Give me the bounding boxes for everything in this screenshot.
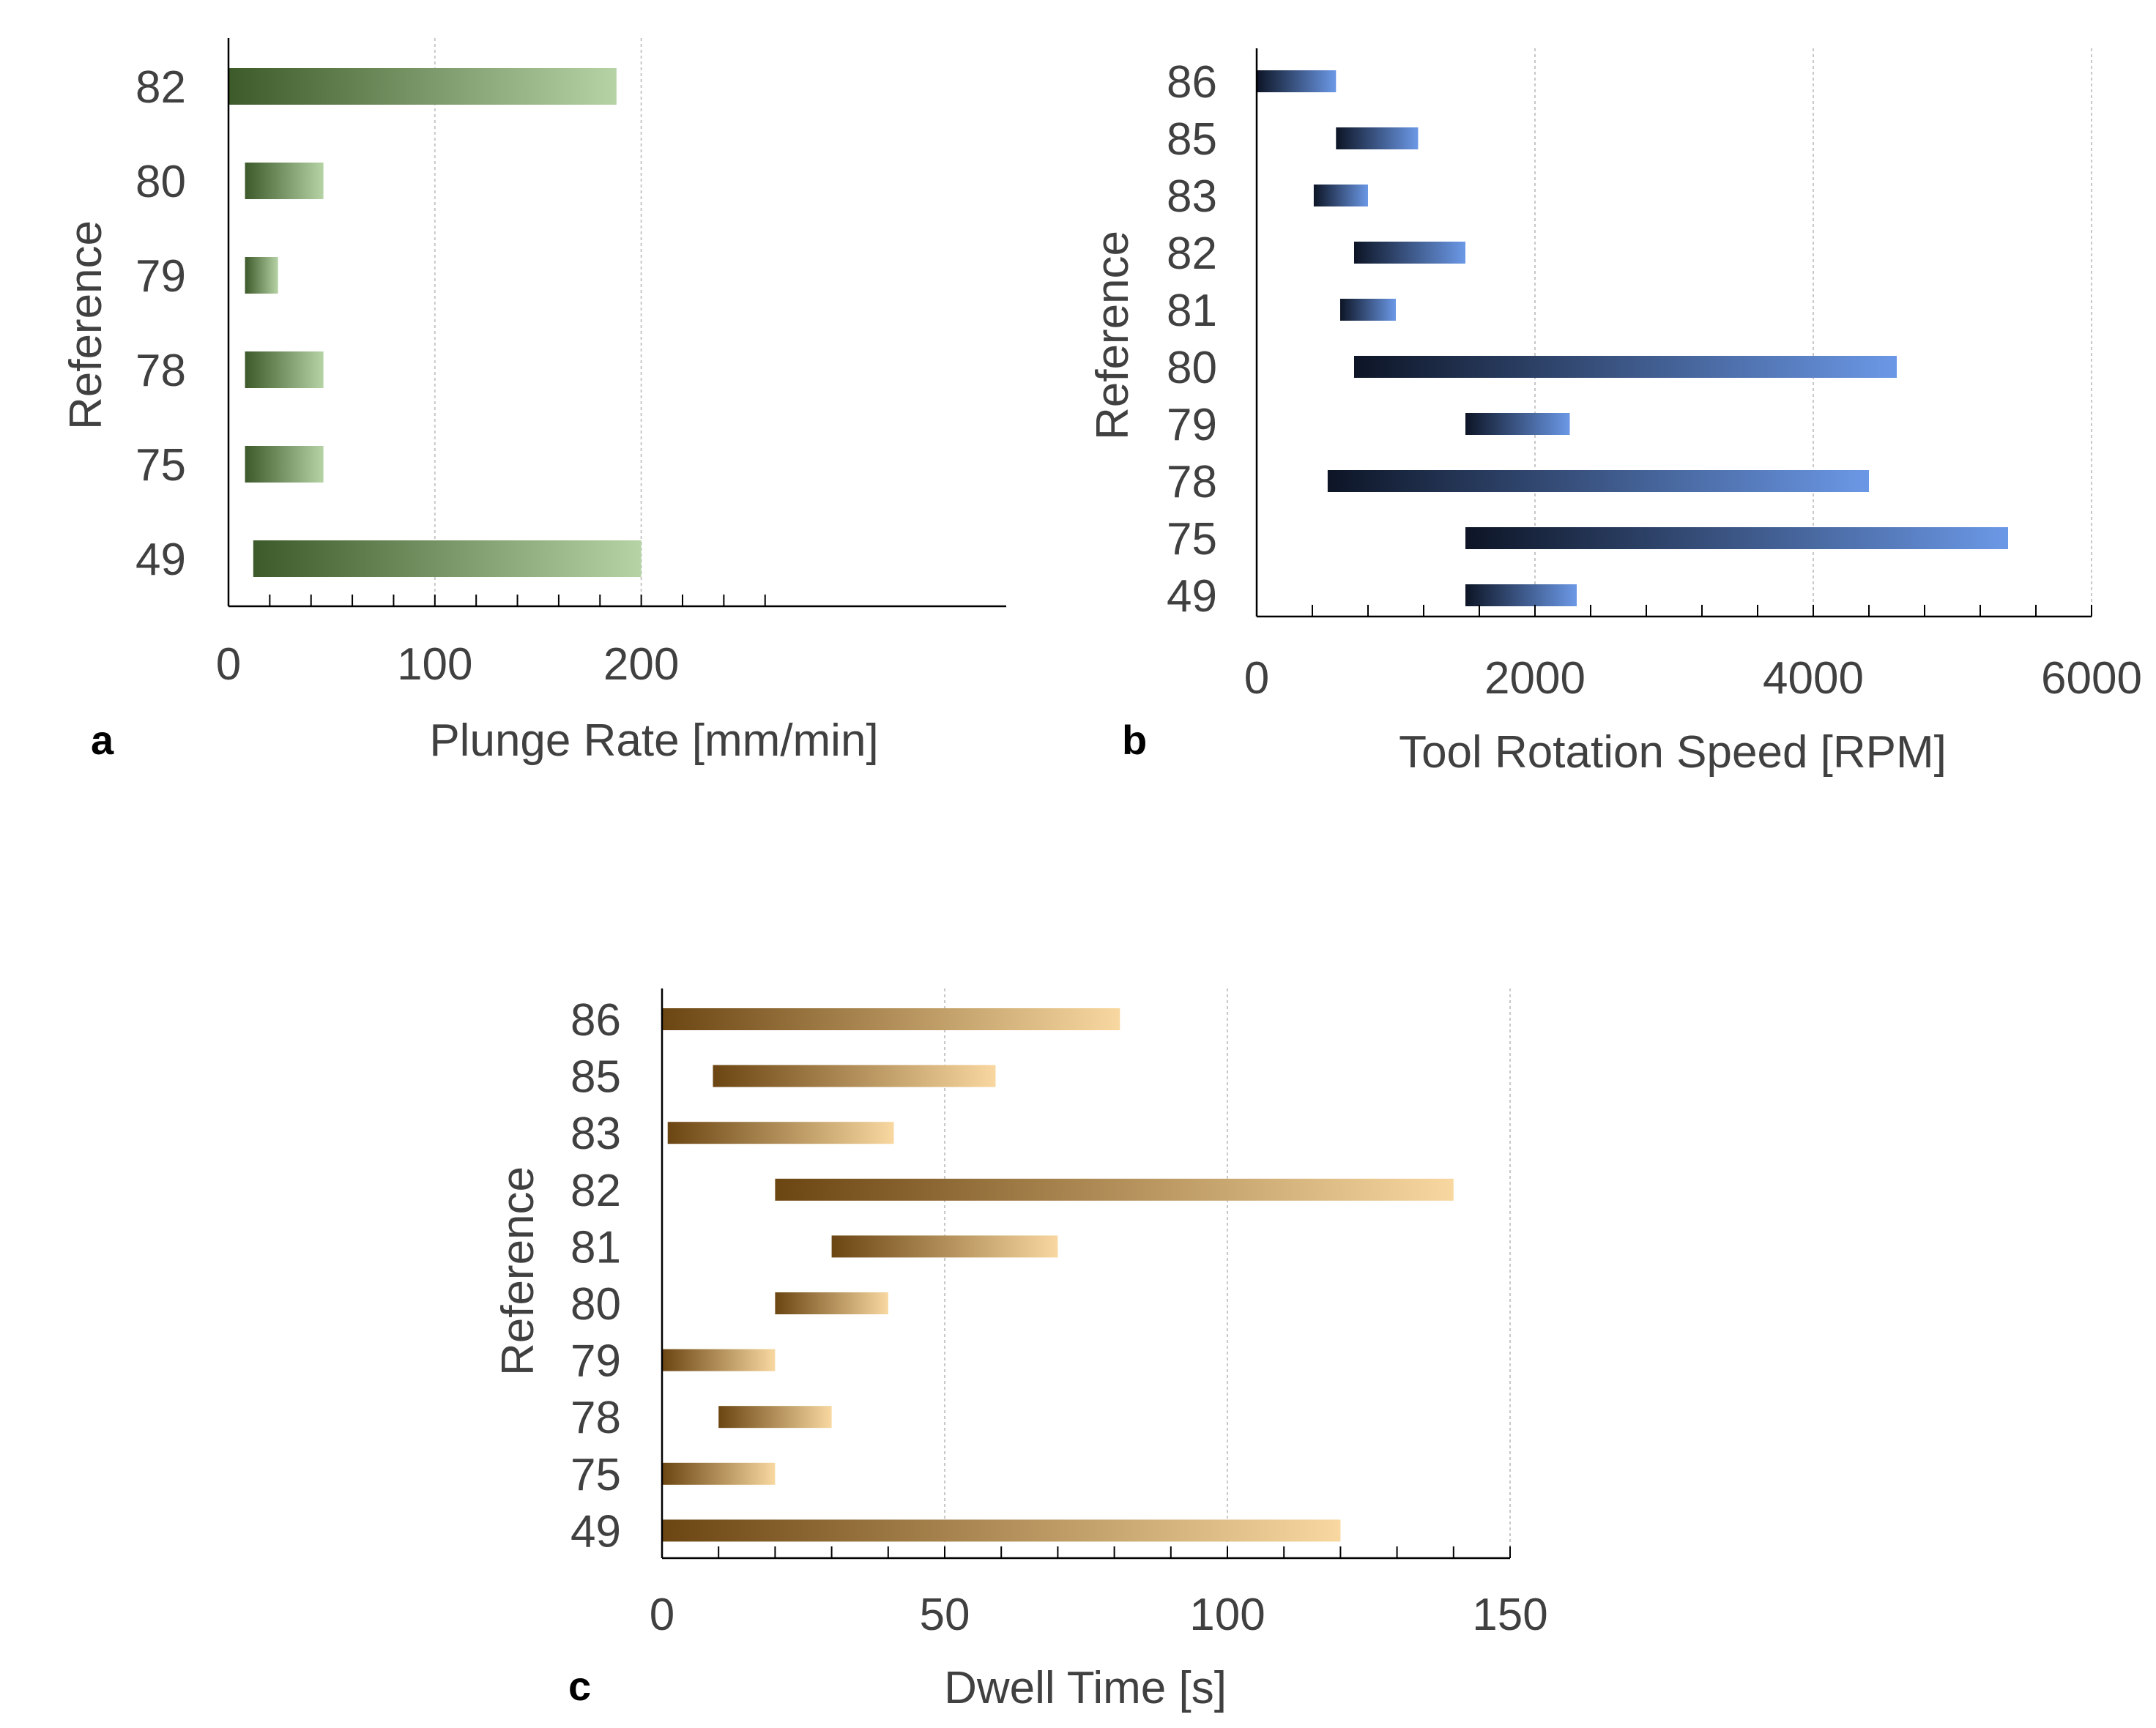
panel-c-category-label-75: 75 xyxy=(570,1450,621,1500)
panel-a-bar-82 xyxy=(228,68,617,105)
panel-b-category-label-79: 79 xyxy=(1167,400,1217,450)
panel-b-category-label-80: 80 xyxy=(1167,343,1217,393)
panel-b-bar-78 xyxy=(1327,470,1869,492)
panel-a-category-label-49: 49 xyxy=(135,535,186,585)
panel-b-category-label-49: 49 xyxy=(1167,571,1217,622)
panel-b-category-label-82: 82 xyxy=(1167,228,1217,279)
panel-b-x-tick-label-0: 0 xyxy=(1244,653,1269,704)
panel-c-dwell-time-chart: c Dwell Time [s] Reference 86 85 83 82 81 80 7… xyxy=(493,988,1548,1713)
panel-b-bar-82 xyxy=(1354,242,1465,264)
panel-c-bar-79 xyxy=(662,1349,776,1371)
panel-a-bar-79 xyxy=(245,257,278,294)
panel-b-y-axis-title: Reference xyxy=(1088,231,1138,440)
panel-c-bar-86 xyxy=(662,1008,1120,1030)
panel-a-plunge-rate-chart: a Plunge Rate [mm/min] Reference 82 80 79 7… xyxy=(61,38,1006,766)
panel-c-bar-75 xyxy=(662,1462,776,1485)
panel-c-bar-81 xyxy=(831,1235,1058,1258)
panel-a-category-label-80: 80 xyxy=(135,157,186,207)
panel-a-category-label-79: 79 xyxy=(135,251,186,302)
panel-a-x-tick-label-100: 100 xyxy=(397,639,472,690)
panel-a-x-axis-title: Plunge Rate [mm/min] xyxy=(429,715,878,766)
panel-a-bar-78 xyxy=(245,351,324,388)
panel-c-y-axis-title: Reference xyxy=(493,1166,543,1376)
panel-c-bar-80 xyxy=(775,1292,888,1314)
panel-c-bar-85 xyxy=(713,1065,996,1087)
panel-a-x-tick-label-200: 200 xyxy=(603,639,679,690)
panel-a-bar-80 xyxy=(245,163,324,199)
panel-b-bar-85 xyxy=(1336,127,1419,149)
panel-b-x-axis-title: Tool Rotation Speed [RPM] xyxy=(1399,727,1947,778)
panel-c-bar-82 xyxy=(775,1178,1454,1201)
panel-c-category-label-79: 79 xyxy=(570,1336,621,1387)
panel-c-x-tick-label-100: 100 xyxy=(1189,1590,1265,1640)
panel-c-x-tick-label-50: 50 xyxy=(920,1590,970,1640)
panel-b-category-label-86: 86 xyxy=(1167,57,1217,108)
panel-b-category-label-83: 83 xyxy=(1167,171,1217,222)
panel-b-bar-49 xyxy=(1465,584,1577,606)
panel-c-category-label-82: 82 xyxy=(570,1166,621,1216)
panel-a-category-label-75: 75 xyxy=(135,440,186,491)
panel-c-letter: c xyxy=(568,1663,591,1709)
panel-a-bar-75 xyxy=(245,446,324,483)
panel-c-bar-78 xyxy=(718,1406,832,1429)
panel-a-letter: a xyxy=(91,717,114,763)
panel-b-x-tick-label-4000: 4000 xyxy=(1763,653,1864,704)
panel-a-bar-49 xyxy=(253,540,642,577)
panel-a-category-label-78: 78 xyxy=(135,346,186,396)
panel-b-x-tick-label-6000: 6000 xyxy=(2041,653,2142,704)
panel-b-bar-86 xyxy=(1257,70,1337,92)
panel-c-bar-83 xyxy=(667,1122,894,1144)
panel-b-bar-75 xyxy=(1465,527,2008,549)
panel-b-category-label-81: 81 xyxy=(1167,286,1217,336)
panel-b-bar-80 xyxy=(1354,356,1897,378)
panel-b-category-label-75: 75 xyxy=(1167,514,1217,565)
panel-c-category-label-78: 78 xyxy=(570,1393,621,1443)
panel-c-category-label-83: 83 xyxy=(570,1109,621,1159)
panel-c-category-label-85: 85 xyxy=(570,1052,621,1103)
panel-b-letter: b xyxy=(1122,717,1147,763)
panel-a-x-tick-label-0: 0 xyxy=(216,639,241,690)
panel-c-category-label-81: 81 xyxy=(570,1222,621,1273)
panel-b-bar-81 xyxy=(1340,299,1396,321)
panel-a-y-axis-title: Reference xyxy=(61,220,111,430)
panel-b-tool-rotation-speed-chart: b Tool Rotation Speed [RPM] Reference 86… xyxy=(1088,48,2142,778)
panel-b-bar-79 xyxy=(1465,413,1570,435)
panel-c-x-tick-label-150: 150 xyxy=(1472,1590,1547,1640)
panel-c-category-label-86: 86 xyxy=(570,995,621,1046)
panel-c-x-axis-title: Dwell Time [s] xyxy=(944,1663,1227,1713)
panel-b-bar-83 xyxy=(1313,185,1368,206)
panel-b-x-tick-label-2000: 2000 xyxy=(1484,653,1586,704)
panel-b-category-label-85: 85 xyxy=(1167,114,1217,165)
panel-c-category-label-80: 80 xyxy=(570,1279,621,1330)
panel-a-category-label-82: 82 xyxy=(135,62,186,113)
panel-c-category-label-49: 49 xyxy=(570,1506,621,1557)
panel-b-category-label-78: 78 xyxy=(1167,457,1217,507)
panel-c-bar-49 xyxy=(662,1519,1341,1542)
panel-c-x-tick-label-0: 0 xyxy=(650,1590,674,1640)
